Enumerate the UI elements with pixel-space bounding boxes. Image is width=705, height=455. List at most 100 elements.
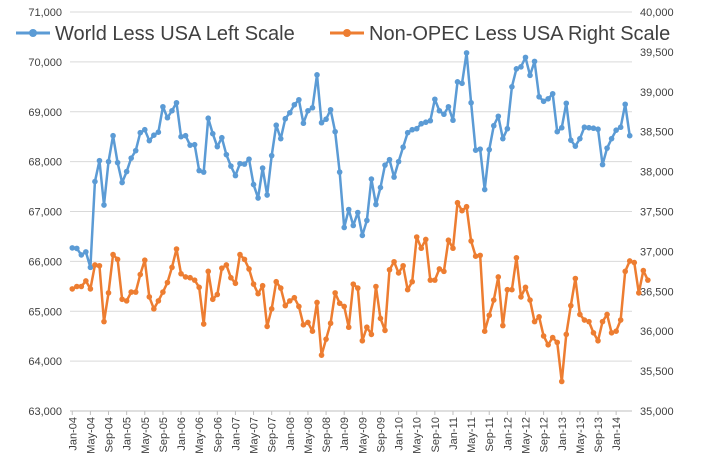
data-point [504,286,511,293]
data-point [255,290,261,297]
data-point [178,133,184,140]
data-point [332,128,338,135]
data-point [364,324,370,331]
data-point [531,318,538,325]
data-point [173,246,180,252]
data-point [409,278,415,285]
left-tick-label: 66,000 [28,256,62,268]
data-point [146,137,153,144]
data-point [250,181,257,188]
data-point [436,107,443,114]
data-point [318,352,325,358]
data-point [96,157,103,164]
data-point [427,277,434,283]
data-point [160,103,166,110]
data-point [404,286,411,293]
data-point [626,132,633,139]
data-point [291,294,298,301]
data-point [359,337,366,344]
data-point [422,119,429,126]
data-point [540,333,547,339]
data-point [626,258,633,264]
data-point [645,277,651,283]
data-point [486,146,493,153]
right-axis-ticks: 35,000 35,500 36,000 36,500 37,000 37,500 38,0… [640,7,674,418]
x-tick-label: May-12 [520,417,532,454]
data-point [264,192,270,198]
right-tick-label: 35,000 [640,406,674,418]
data-point [164,279,171,286]
legend-swatch-marker [343,29,351,37]
data-point [350,222,357,229]
data-point [554,339,561,346]
data-point [350,281,357,287]
left-tick-label: 71,000 [28,7,62,19]
data-point [232,172,239,179]
data-point [640,267,647,274]
data-point [536,314,542,320]
data-point [386,156,393,163]
data-point [327,106,334,113]
data-point [74,283,80,290]
data-point [191,277,198,283]
data-point [173,99,180,106]
right-tick-label: 38,000 [640,167,674,179]
data-point [441,268,447,275]
data-point [604,145,610,151]
data-point [287,109,293,116]
data-point [586,318,592,325]
data-point [400,144,406,150]
data-point [255,195,261,201]
data-point [92,262,98,268]
data-point [141,257,148,263]
data-point [110,132,116,139]
data-point [296,303,302,310]
data-point [264,323,270,330]
data-point [345,206,352,213]
data-point [237,251,243,258]
data-point [368,331,375,338]
left-tick-label: 65,000 [28,306,62,318]
data-point [74,245,80,252]
left-tick-label: 64,000 [28,356,62,368]
data-point [490,122,497,129]
data-point [613,328,619,335]
data-point [187,142,193,148]
right-tick-label: 36,000 [640,326,674,338]
data-point [558,378,565,385]
data-point [590,330,597,336]
data-point [418,245,425,252]
data-point [228,274,234,281]
data-point [608,135,615,142]
data-point [164,114,171,121]
x-tick-label: Jan-10 [394,417,406,451]
data-point [545,95,551,102]
data-point [436,266,443,272]
data-point [382,162,388,168]
data-point [454,79,461,85]
data-point [400,262,406,269]
data-point [531,58,538,65]
data-point [622,268,628,275]
data-point [341,224,348,231]
series-line [72,51,631,269]
data-point [468,99,474,106]
data-point [445,237,452,244]
data-point [513,66,520,72]
data-point [536,93,542,100]
data-point [504,125,511,132]
data-point [418,120,425,127]
data-point [459,80,465,87]
data-point [355,209,361,216]
data-point [155,129,162,135]
data-point [250,281,257,287]
right-tick-label: 40,000 [640,7,674,19]
data-point [291,101,298,108]
x-tick-label: Jan-05 [122,417,134,451]
data-point [155,298,162,304]
data-point [241,256,248,263]
data-point [105,290,112,296]
data-point [577,135,583,142]
data-point [450,117,456,124]
data-point [101,318,107,325]
